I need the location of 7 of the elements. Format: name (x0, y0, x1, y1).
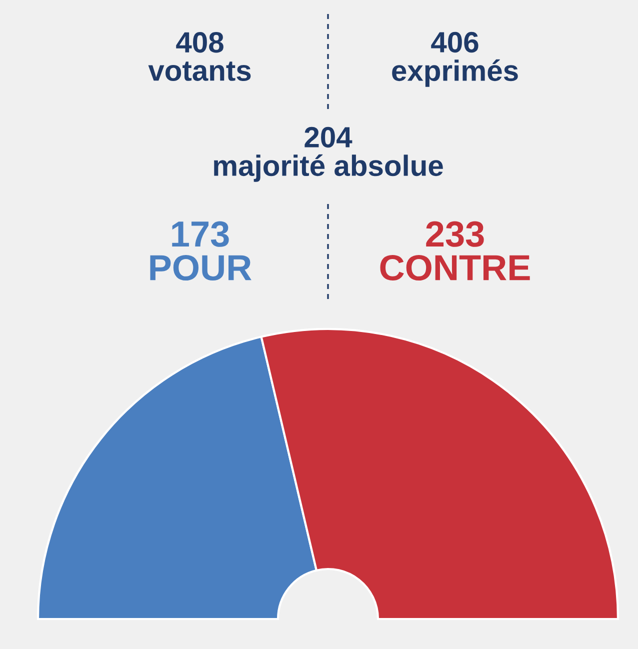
data-label: 173 (172, 221, 229, 247)
text: 204 majorité absolue (214, 126, 443, 182)
slice-label: POUR (150, 254, 252, 281)
text: 408 votants (148, 32, 251, 81)
slice-label: CONTRE (380, 254, 530, 281)
data-label: 233 (426, 221, 484, 247)
text: 406 exprimés (392, 32, 518, 87)
